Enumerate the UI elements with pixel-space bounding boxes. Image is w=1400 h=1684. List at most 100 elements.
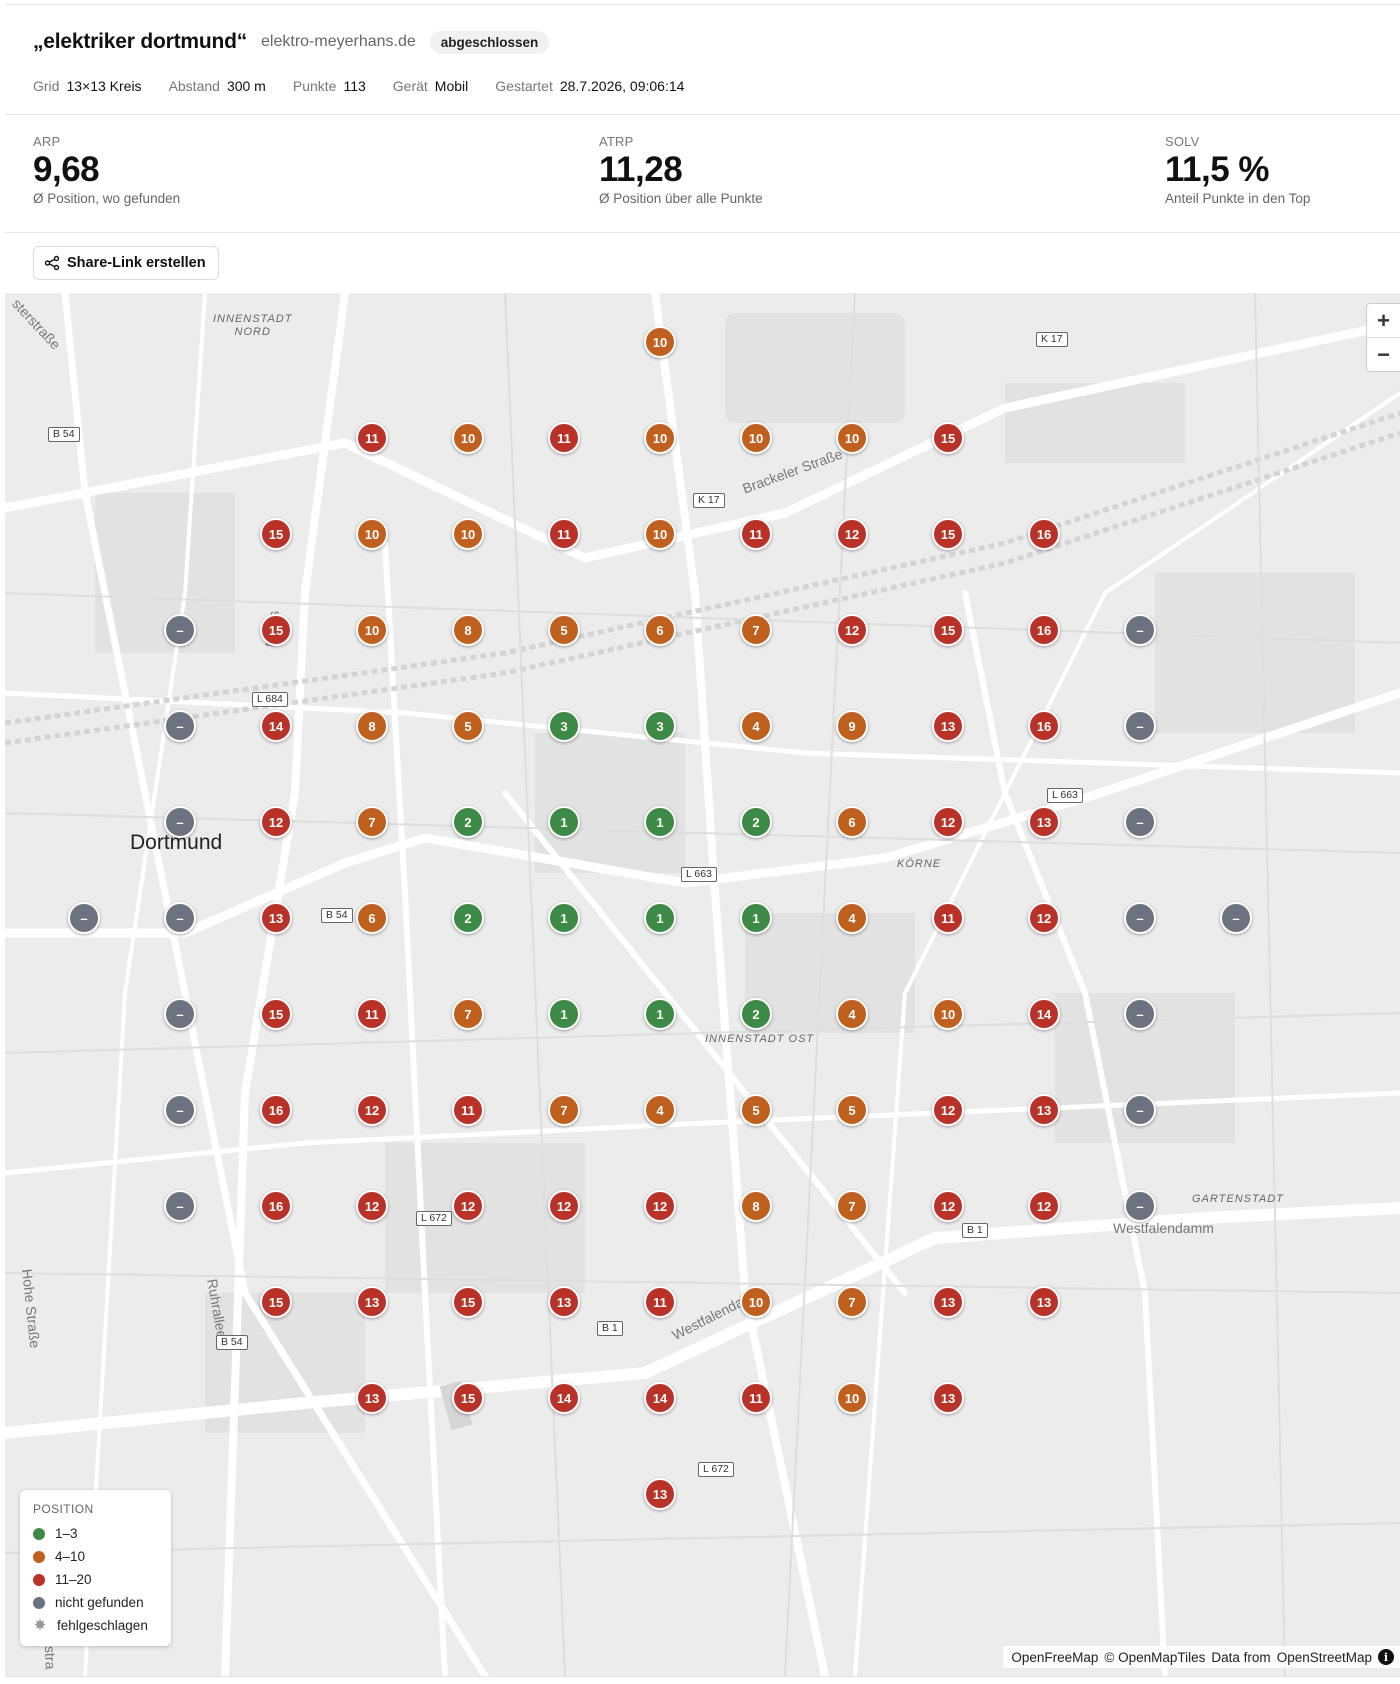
- rank-pin[interactable]: 15: [932, 614, 964, 646]
- rank-pin[interactable]: 8: [740, 1190, 772, 1222]
- rank-pin[interactable]: 12: [452, 1190, 484, 1222]
- rank-pin[interactable]: 10: [356, 614, 388, 646]
- rank-pin[interactable]: 16: [260, 1094, 292, 1126]
- rank-pin[interactable]: 14: [548, 1382, 580, 1414]
- rank-pin[interactable]: 15: [452, 1286, 484, 1318]
- rank-pin[interactable]: 6: [644, 614, 676, 646]
- zoom-in-button[interactable]: +: [1377, 307, 1390, 333]
- rank-pin[interactable]: 10: [452, 422, 484, 454]
- rank-pin[interactable]: 7: [548, 1094, 580, 1126]
- rank-pin[interactable]: 12: [932, 1190, 964, 1222]
- rank-pin[interactable]: 13: [932, 710, 964, 742]
- rank-pin[interactable]: 13: [260, 902, 292, 934]
- openfreemap-link[interactable]: OpenFreeMap: [1011, 1649, 1099, 1665]
- rank-pin[interactable]: 15: [260, 998, 292, 1030]
- rank-pin[interactable]: 13: [932, 1382, 964, 1414]
- rank-pin[interactable]: 13: [1028, 806, 1060, 838]
- rank-pin[interactable]: 10: [644, 422, 676, 454]
- rank-pin[interactable]: 11: [932, 902, 964, 934]
- rank-pin-not-found[interactable]: –: [1124, 806, 1156, 838]
- rank-pin[interactable]: 12: [1028, 1190, 1060, 1222]
- zoom-out-button[interactable]: −: [1367, 337, 1400, 371]
- rank-pin[interactable]: 7: [740, 614, 772, 646]
- openmaptiles-link[interactable]: © OpenMapTiles: [1104, 1649, 1206, 1665]
- rank-pin[interactable]: 7: [836, 1190, 868, 1222]
- rank-pin[interactable]: 12: [836, 518, 868, 550]
- rank-pin[interactable]: 1: [644, 902, 676, 934]
- rank-pin[interactable]: 14: [1028, 998, 1060, 1030]
- rank-pin[interactable]: 7: [836, 1286, 868, 1318]
- rank-pin[interactable]: 5: [740, 1094, 772, 1126]
- rank-pin[interactable]: 11: [548, 422, 580, 454]
- rank-pin[interactable]: 15: [260, 614, 292, 646]
- rank-pin-not-found[interactable]: –: [1220, 902, 1252, 934]
- rank-pin[interactable]: 13: [932, 1286, 964, 1318]
- rank-pin[interactable]: 10: [644, 326, 676, 358]
- rank-pin[interactable]: 12: [932, 1094, 964, 1126]
- rank-pin[interactable]: 15: [260, 518, 292, 550]
- rank-pin[interactable]: 16: [1028, 614, 1060, 646]
- rank-pin[interactable]: 14: [260, 710, 292, 742]
- rank-pin[interactable]: 1: [644, 806, 676, 838]
- rank-pin[interactable]: 2: [452, 806, 484, 838]
- rank-pin[interactable]: 13: [356, 1286, 388, 1318]
- rank-pin[interactable]: 6: [356, 902, 388, 934]
- rank-pin[interactable]: 11: [452, 1094, 484, 1126]
- rank-pin[interactable]: 10: [836, 422, 868, 454]
- rank-pin-not-found[interactable]: –: [164, 902, 196, 934]
- rank-pin[interactable]: 2: [452, 902, 484, 934]
- rank-pin[interactable]: 10: [740, 422, 772, 454]
- rank-pin[interactable]: 10: [644, 518, 676, 550]
- rank-pin[interactable]: 8: [452, 614, 484, 646]
- rank-pin[interactable]: 3: [548, 710, 580, 742]
- rank-pin[interactable]: 7: [356, 806, 388, 838]
- rank-pin-not-found[interactable]: –: [164, 806, 196, 838]
- share-link-button[interactable]: Share-Link erstellen: [33, 246, 219, 280]
- rank-pin[interactable]: 2: [740, 806, 772, 838]
- rank-pin[interactable]: 16: [260, 1190, 292, 1222]
- rank-pin[interactable]: 12: [548, 1190, 580, 1222]
- rank-pin[interactable]: 15: [260, 1286, 292, 1318]
- rank-pin[interactable]: 14: [644, 1382, 676, 1414]
- rank-pin[interactable]: 15: [932, 518, 964, 550]
- rank-pin[interactable]: 1: [548, 806, 580, 838]
- rank-pin[interactable]: 11: [740, 518, 772, 550]
- rank-pin[interactable]: 11: [548, 518, 580, 550]
- rank-pin-not-found[interactable]: –: [164, 710, 196, 742]
- rank-pin-not-found[interactable]: –: [1124, 1094, 1156, 1126]
- rank-pin[interactable]: 1: [548, 902, 580, 934]
- rank-pin[interactable]: 5: [452, 710, 484, 742]
- rank-pin[interactable]: 7: [452, 998, 484, 1030]
- rank-pin[interactable]: 1: [740, 902, 772, 934]
- rank-pin-not-found[interactable]: –: [164, 614, 196, 646]
- rank-pin[interactable]: 11: [644, 1286, 676, 1318]
- rank-pin[interactable]: 5: [548, 614, 580, 646]
- rank-pin[interactable]: 5: [836, 1094, 868, 1126]
- rank-pin[interactable]: 4: [740, 710, 772, 742]
- rank-pin[interactable]: 10: [452, 518, 484, 550]
- rank-pin[interactable]: 12: [260, 806, 292, 838]
- rank-pin-not-found[interactable]: –: [1124, 710, 1156, 742]
- rank-pin[interactable]: 16: [1028, 710, 1060, 742]
- rank-pin[interactable]: 11: [356, 998, 388, 1030]
- map[interactable]: INNENSTADT NORD KÖRNE INNENSTADT OST GAR…: [5, 293, 1400, 1676]
- rank-pin-not-found[interactable]: –: [164, 998, 196, 1030]
- rank-pin[interactable]: 4: [836, 902, 868, 934]
- rank-pin[interactable]: 13: [548, 1286, 580, 1318]
- rank-pin[interactable]: 12: [932, 806, 964, 838]
- rank-pin[interactable]: 11: [356, 422, 388, 454]
- info-icon[interactable]: i: [1378, 1649, 1394, 1665]
- rank-pin[interactable]: 4: [644, 1094, 676, 1126]
- rank-pin-not-found[interactable]: –: [1124, 902, 1156, 934]
- rank-pin[interactable]: 11: [740, 1382, 772, 1414]
- rank-pin[interactable]: 1: [644, 998, 676, 1030]
- rank-pin[interactable]: 10: [356, 518, 388, 550]
- rank-pin-not-found[interactable]: –: [1124, 1190, 1156, 1222]
- openstreetmap-link[interactable]: OpenStreetMap: [1276, 1649, 1372, 1665]
- rank-pin[interactable]: 10: [740, 1286, 772, 1318]
- rank-pin[interactable]: 13: [644, 1478, 676, 1510]
- rank-pin[interactable]: 12: [356, 1190, 388, 1222]
- rank-pin[interactable]: 1: [548, 998, 580, 1030]
- rank-pin[interactable]: 12: [1028, 902, 1060, 934]
- rank-pin-not-found[interactable]: –: [68, 902, 100, 934]
